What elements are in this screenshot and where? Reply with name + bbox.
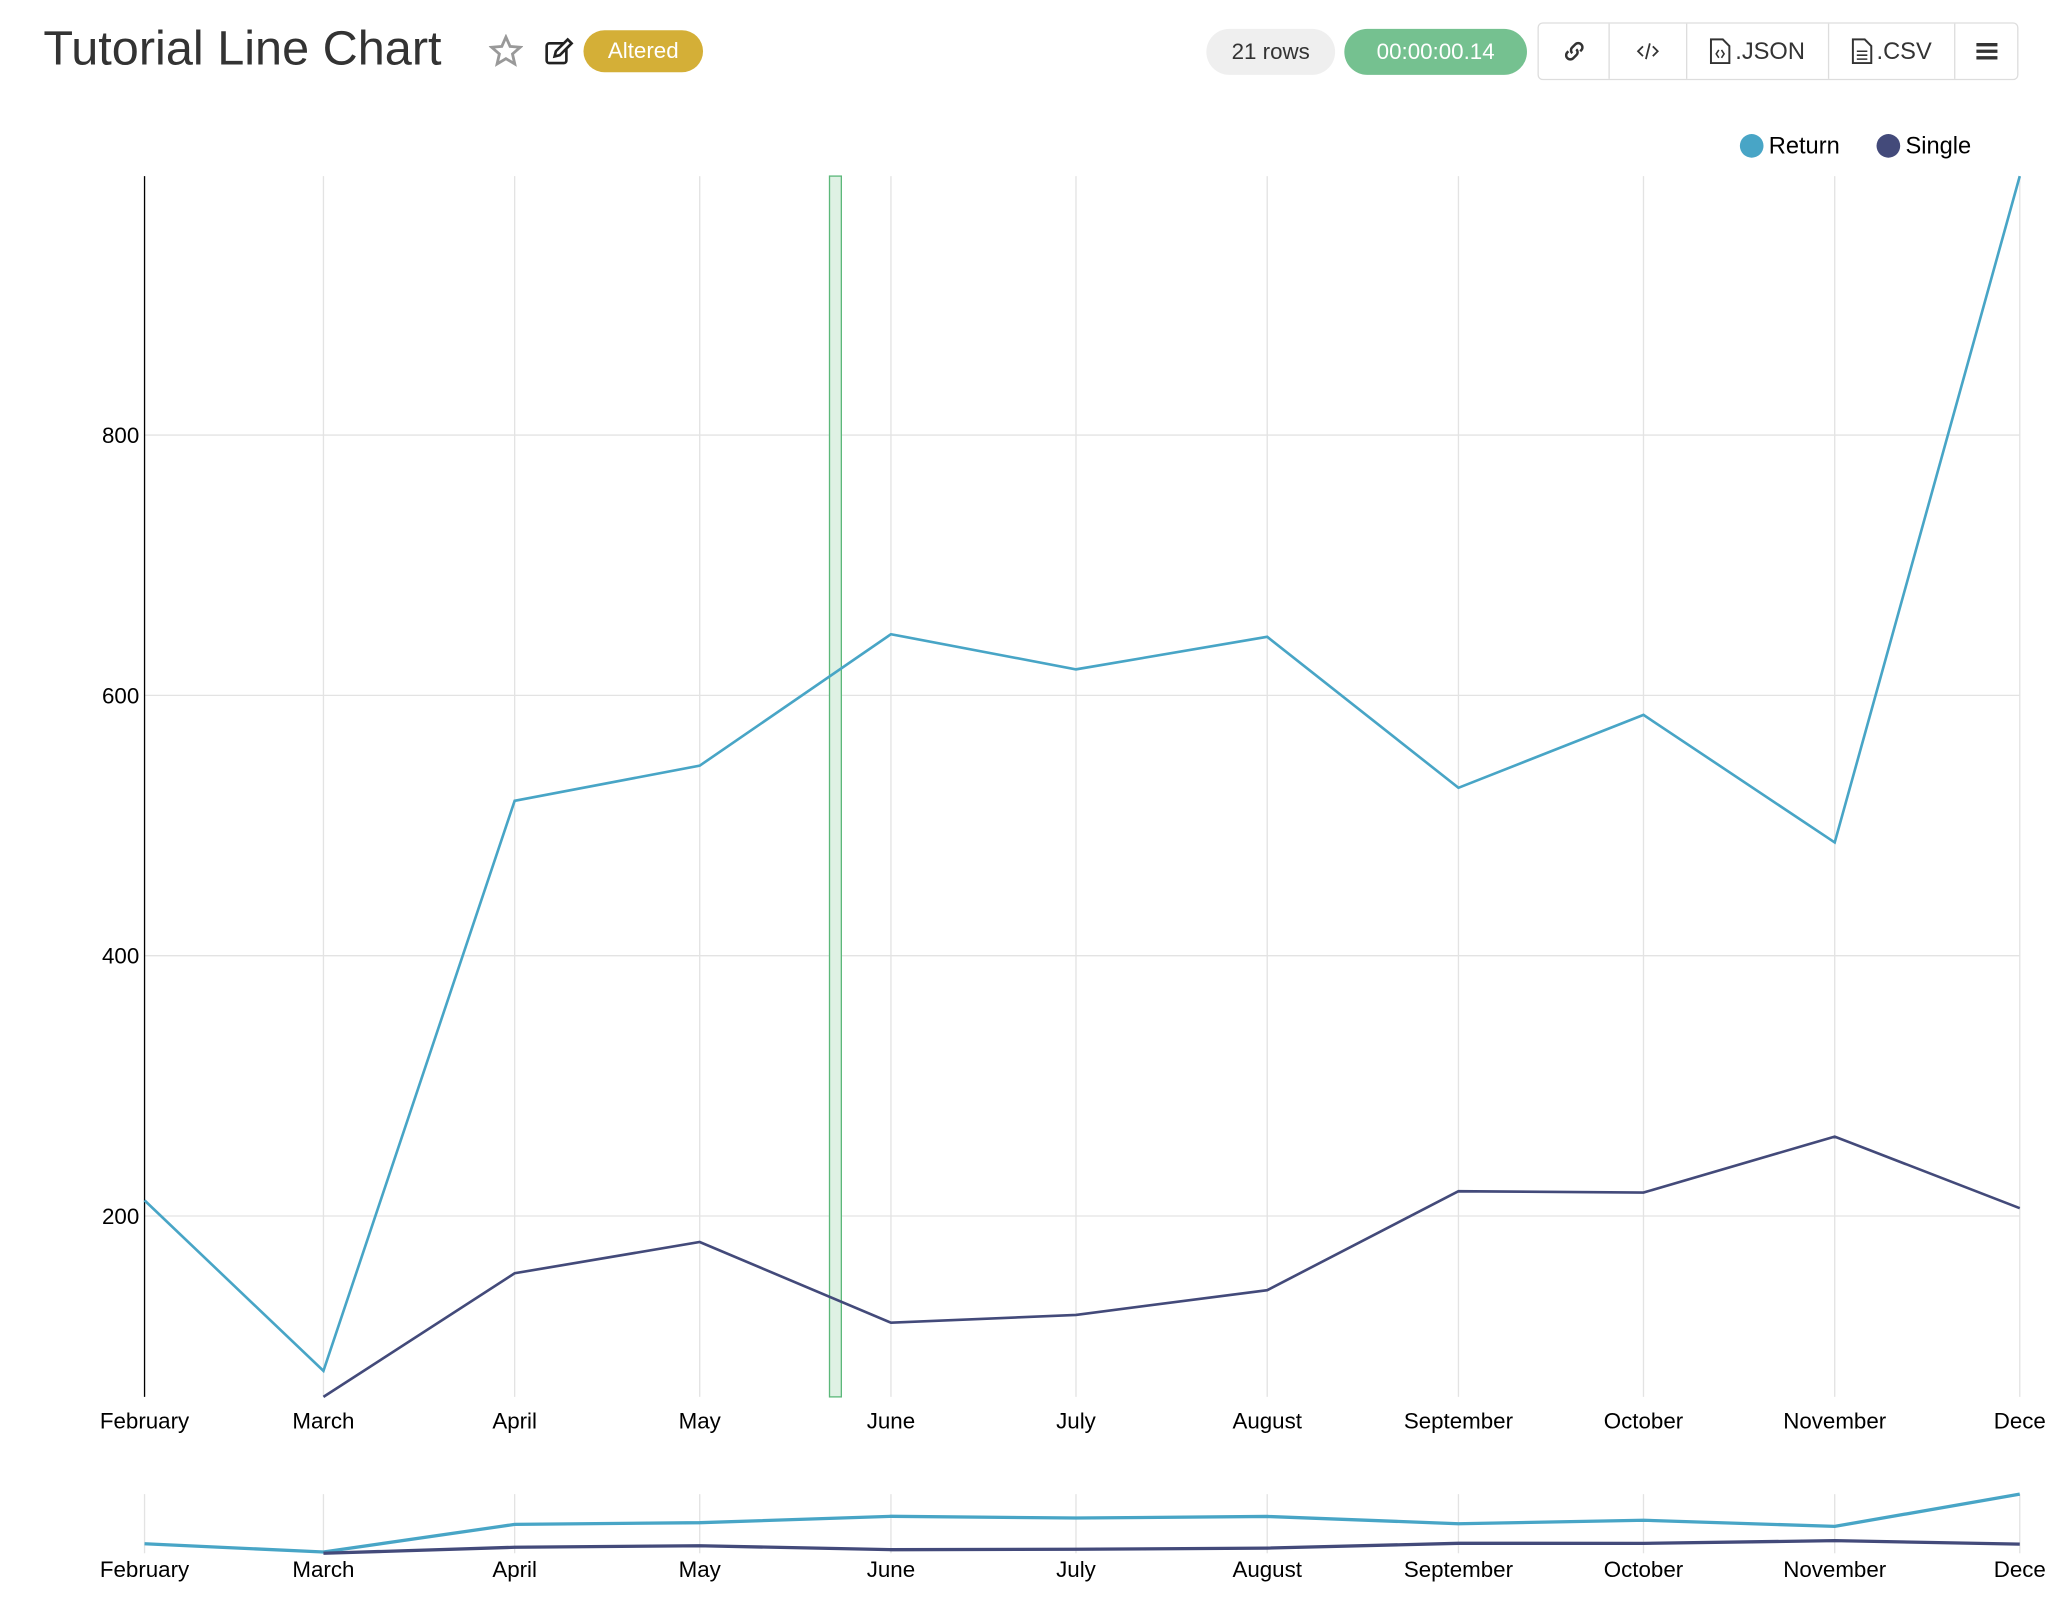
row-count-badge: 21 rows <box>1206 28 1336 75</box>
mini-x-tick-label: Dece <box>1994 1557 2046 1582</box>
series-line-return <box>143 175 2022 1374</box>
mini-x-tick-label: June <box>867 1557 915 1582</box>
mini-x-tick-label: August <box>1232 1557 1302 1582</box>
highlight-band <box>828 175 842 1398</box>
x-tick-label: June <box>867 1408 915 1433</box>
legend-marker-return <box>1739 134 1764 158</box>
y-tick-label: 600 <box>102 683 139 708</box>
x-tick-label: March <box>292 1408 354 1433</box>
x-tick-label: July <box>1056 1408 1097 1433</box>
view-query-button[interactable] <box>1610 23 1688 79</box>
export-json-button[interactable]: .JSON <box>1687 23 1830 79</box>
y-tick-label: 400 <box>102 944 139 969</box>
json-label: .JSON <box>1735 37 1805 64</box>
file-json-icon <box>1710 38 1731 65</box>
mini-x-tick-label: May <box>679 1557 722 1582</box>
star-icon[interactable] <box>488 34 524 68</box>
x-tick-label: November <box>1783 1408 1887 1433</box>
mini-x-tick-label: March <box>292 1557 354 1582</box>
csv-label: .CSV <box>1876 37 1932 64</box>
file-csv-icon <box>1851 38 1873 65</box>
x-tick-label: September <box>1404 1408 1514 1433</box>
mini-x-tick-label: April <box>492 1557 537 1582</box>
x-tick-label: May <box>679 1408 722 1433</box>
mini-x-tick-label: February <box>100 1557 190 1582</box>
action-buttons: .JSON .CSV <box>1537 22 2019 81</box>
x-tick-label: October <box>1604 1408 1684 1433</box>
y-tick-label: 200 <box>102 1204 139 1229</box>
series-line-single <box>322 1135 2021 1398</box>
mini-x-tick-label: September <box>1404 1557 1514 1582</box>
mini-x-tick-label: November <box>1783 1557 1887 1582</box>
page-title: Tutorial Line Chart <box>43 21 442 75</box>
query-time-badge: 00:00:00.14 <box>1344 28 1527 75</box>
mini-series-line-single <box>323 1539 2020 1555</box>
x-tick-label: Dece <box>1994 1408 2046 1433</box>
x-tick-label: February <box>100 1408 190 1433</box>
mini-series-line-return <box>144 1492 2021 1554</box>
export-csv-button[interactable]: .CSV <box>1829 23 1956 79</box>
mini-x-tick-label: October <box>1604 1557 1684 1582</box>
legend-label-return[interactable]: Return <box>1769 134 1840 160</box>
menu-icon <box>1975 43 1997 60</box>
y-tick-label: 800 <box>102 423 139 448</box>
menu-button[interactable] <box>1955 24 2017 79</box>
status-badge: Altered <box>583 30 704 73</box>
legend-label-single[interactable]: Single <box>1905 134 1971 160</box>
share-link-button[interactable] <box>1539 23 1610 79</box>
x-tick-label: August <box>1232 1408 1302 1433</box>
mini-x-tick-label: July <box>1056 1557 1097 1582</box>
link-icon <box>1564 41 1583 61</box>
code-icon <box>1636 43 1659 60</box>
x-tick-label: April <box>492 1408 537 1433</box>
legend-marker-single <box>1876 134 1901 158</box>
edit-icon[interactable] <box>543 37 575 69</box>
